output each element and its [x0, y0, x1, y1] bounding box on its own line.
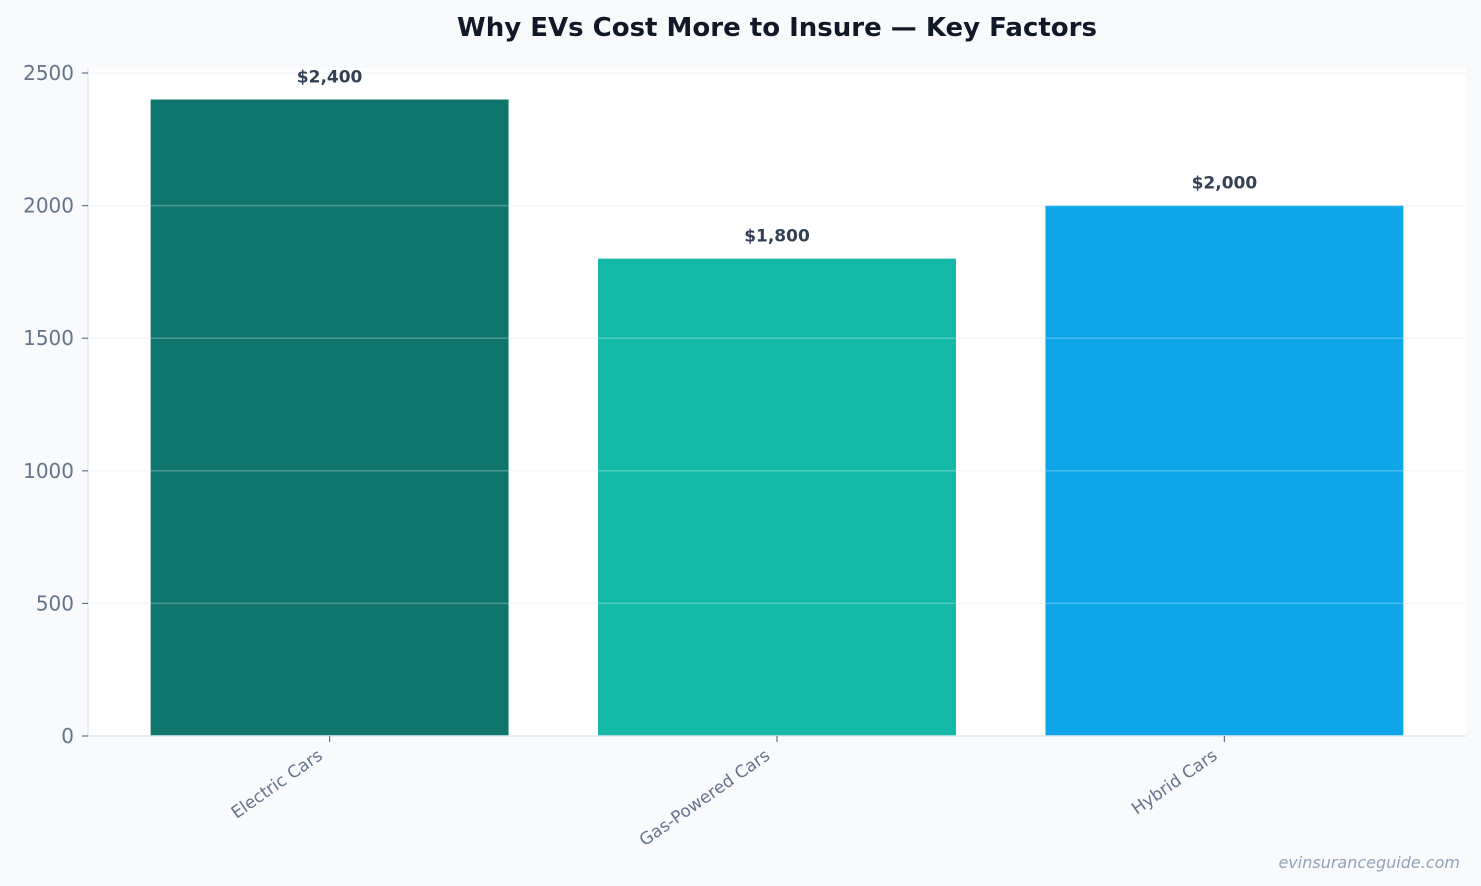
- data-label: $2,400: [297, 68, 363, 88]
- x-tick-label: Electric Cars: [228, 746, 327, 824]
- watermark: evinsuranceguide.com: [1278, 853, 1460, 872]
- chart-title: Why EVs Cost More to Insure — Key Factor…: [457, 13, 1097, 43]
- bar: [598, 258, 956, 736]
- y-tick-label: 2000: [23, 194, 74, 218]
- y-tick-label: 1000: [23, 459, 74, 483]
- bar: [150, 99, 509, 736]
- data-label: $2,000: [1192, 174, 1258, 194]
- x-tick-label: Hybrid Cars: [1128, 746, 1221, 820]
- bar: [1045, 205, 1404, 737]
- y-tick-label: 0: [61, 724, 74, 748]
- y-tick-label: 500: [36, 591, 74, 615]
- y-tick-label: 1500: [23, 326, 74, 350]
- y-tick-label: 2500: [23, 61, 74, 85]
- x-tick-label: Gas-Powered Cars: [636, 746, 774, 851]
- data-label: $1,800: [744, 227, 810, 247]
